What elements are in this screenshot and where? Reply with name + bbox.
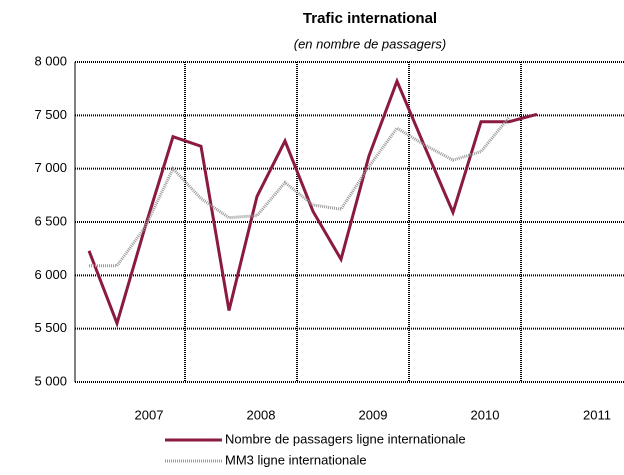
y-tick-label: 5 000 [34, 373, 67, 388]
legend-label: Nombre de passagers ligne internationale [225, 431, 466, 446]
y-tick-label: 5 500 [34, 320, 67, 335]
chart-title: Trafic international [303, 10, 437, 27]
x-tick-label: 2011 [583, 407, 611, 422]
y-tick-label: 8 000 [34, 53, 67, 68]
chart-subtitle: (en nombre de passagers) [294, 36, 446, 51]
x-tick-label: 2009 [359, 407, 388, 422]
legend-label: MM3 ligne internationale [225, 452, 367, 467]
y-tick-label: 7 000 [34, 160, 67, 175]
y-tick-label: 6 000 [34, 267, 67, 282]
series-line [89, 116, 511, 268]
x-tick-label: 2007 [135, 407, 164, 422]
x-tick-label: 2008 [247, 407, 276, 422]
series-line [87, 77, 538, 329]
x-tick-label: 2010 [471, 407, 500, 422]
y-tick-label: 7 500 [34, 107, 67, 122]
y-tick-label: 6 500 [34, 213, 67, 228]
